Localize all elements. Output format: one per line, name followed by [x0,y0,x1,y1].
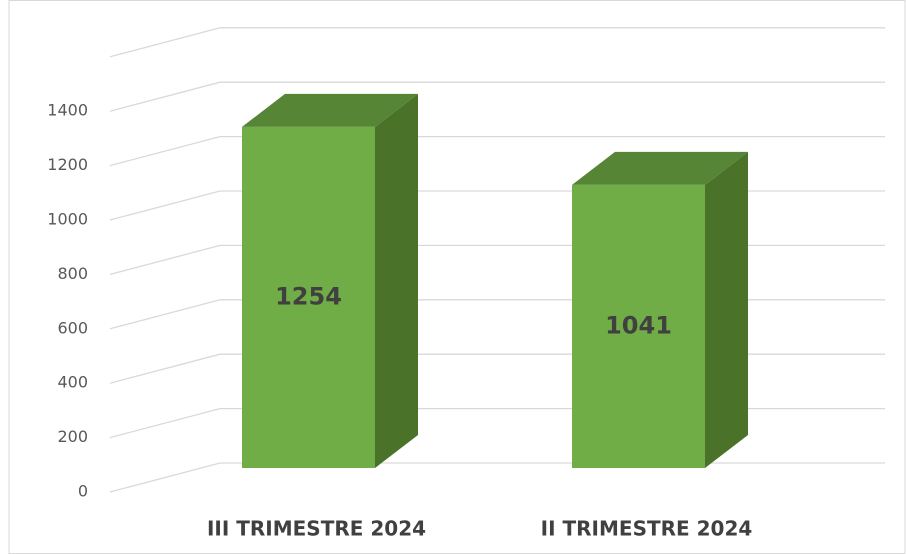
y-tick-label: 1400 [47,101,88,120]
value-label: 1041 [605,311,672,339]
y-tick-label: 200 [57,427,88,446]
x-tick-label: II TRIMESTRE 2024 [541,517,753,541]
grid-line [109,81,885,112]
y-tick-label: 600 [57,318,88,337]
chart-frame [8,0,906,554]
value-label: 1254 [275,282,342,310]
y-tick-label: 400 [57,373,88,392]
bar [572,184,705,468]
bar-top [242,93,418,127]
bar-side [705,151,748,468]
y-tick-label: 1000 [47,210,88,229]
y-tick-label: 1200 [47,155,88,174]
y-tick-label: 800 [57,264,88,283]
y-tick-label: 0 [78,482,88,501]
bar-top [572,151,748,185]
x-tick-label: III TRIMESTRE 2024 [207,517,426,541]
bar [242,126,375,469]
grid-line [109,27,885,58]
grid-line [109,135,885,167]
bar-side [375,93,418,469]
